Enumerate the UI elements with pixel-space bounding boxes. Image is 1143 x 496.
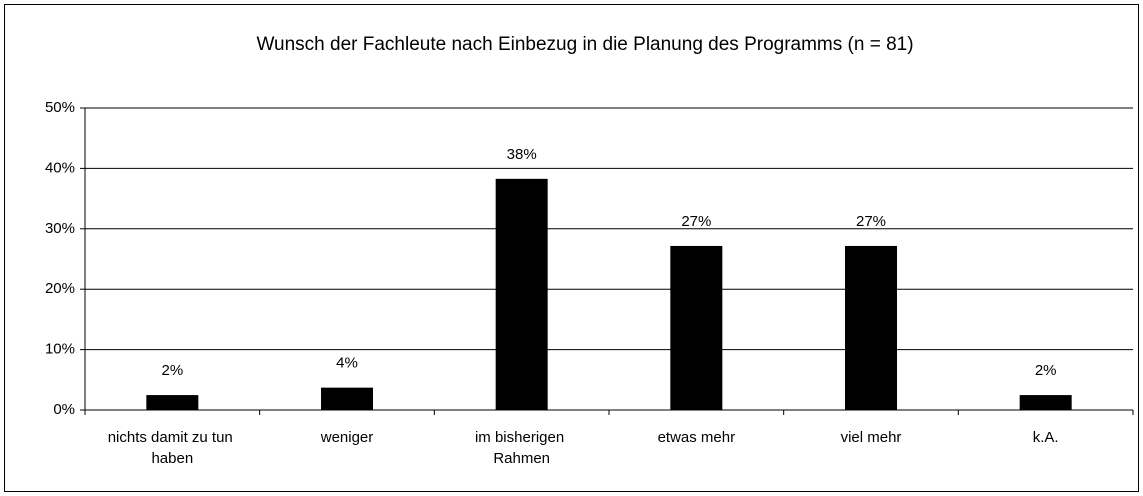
data-label: 27% [856,213,886,230]
data-label: 2% [1035,362,1057,379]
data-label: 2% [161,362,183,379]
data-label: 4% [336,355,358,372]
chart-title: Wunsch der Fachleute nach Einbezug in di… [256,34,913,55]
y-tick-label: 40% [45,159,75,176]
bar [321,387,373,410]
chart-border [4,4,1139,492]
x-tick-label: etwas mehr [658,429,736,446]
data-label: 27% [681,213,711,230]
x-tick-label: viel mehr [841,429,902,446]
y-tick-label: 0% [53,401,75,418]
bar [670,245,723,410]
y-tick-label: 20% [45,280,75,297]
bar [845,245,897,410]
x-tick-label: nichts damit zu tun haben [108,429,237,467]
x-tick-label: im bisherigen Rahmen [475,429,568,467]
data-label: 38% [507,146,537,163]
x-tick-label: k.A. [1033,429,1059,446]
bar [495,178,548,410]
x-tick-label: weniger [320,429,374,446]
y-tick-label: 10% [45,341,75,358]
y-tick-label: 30% [45,220,75,237]
bar [1019,395,1072,410]
bar [146,395,199,410]
y-tick-label: 50% [45,99,75,116]
